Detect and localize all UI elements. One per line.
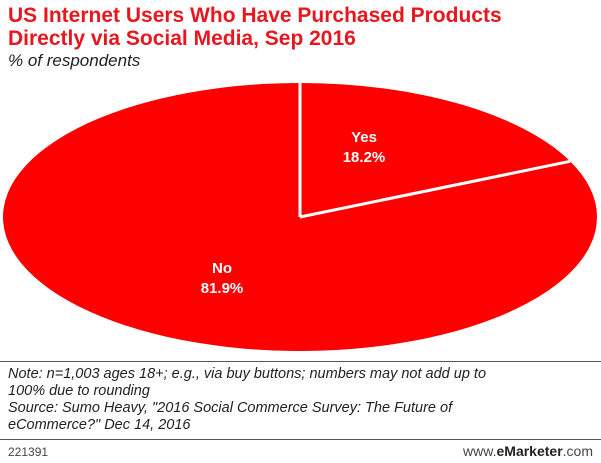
chart-subtitle: % of respondents xyxy=(8,51,141,70)
slice-label-no: No xyxy=(212,260,232,277)
slice-value-yes: 18.2% xyxy=(343,149,386,166)
chart-title-line-1: US Internet Users Who Have Purchased Pro… xyxy=(8,4,502,27)
note-line-1: Note: n=1,003 ages 18+; e.g., via buy bu… xyxy=(8,366,487,382)
brand-suffix: .com xyxy=(562,443,593,459)
chart-notes: Note: n=1,003 ages 18+; e.g., via buy bu… xyxy=(8,366,598,434)
source-line-1: Source: Sumo Heavy, "2016 Social Commerc… xyxy=(8,400,453,416)
brand-logo: www.eMarketer.com xyxy=(463,443,593,459)
chart-title-line-2: Directly via Social Media, Sep 2016 xyxy=(8,27,356,50)
source-line-2: eCommerce?" Dec 14, 2016 xyxy=(8,417,191,433)
pie-slice-yes xyxy=(300,83,571,217)
slice-value-no: 81.9% xyxy=(201,280,244,297)
pie-divider-2 xyxy=(299,159,571,219)
slice-label-yes: Yes xyxy=(351,129,377,146)
footer-divider-top xyxy=(0,361,601,362)
pie-chart: Yes 18.2% No 81.9% xyxy=(3,83,598,351)
pie-dividers xyxy=(298,83,571,219)
brand-prefix: www. xyxy=(463,443,497,459)
note-line-2: 100% due to rounding xyxy=(8,383,150,399)
brand-name: eMarketer xyxy=(496,443,563,459)
chart-id: 221391 xyxy=(8,445,49,459)
footer-divider-bottom xyxy=(0,439,601,440)
chart-title: US Internet Users Who Have Purchased Pro… xyxy=(8,4,593,50)
